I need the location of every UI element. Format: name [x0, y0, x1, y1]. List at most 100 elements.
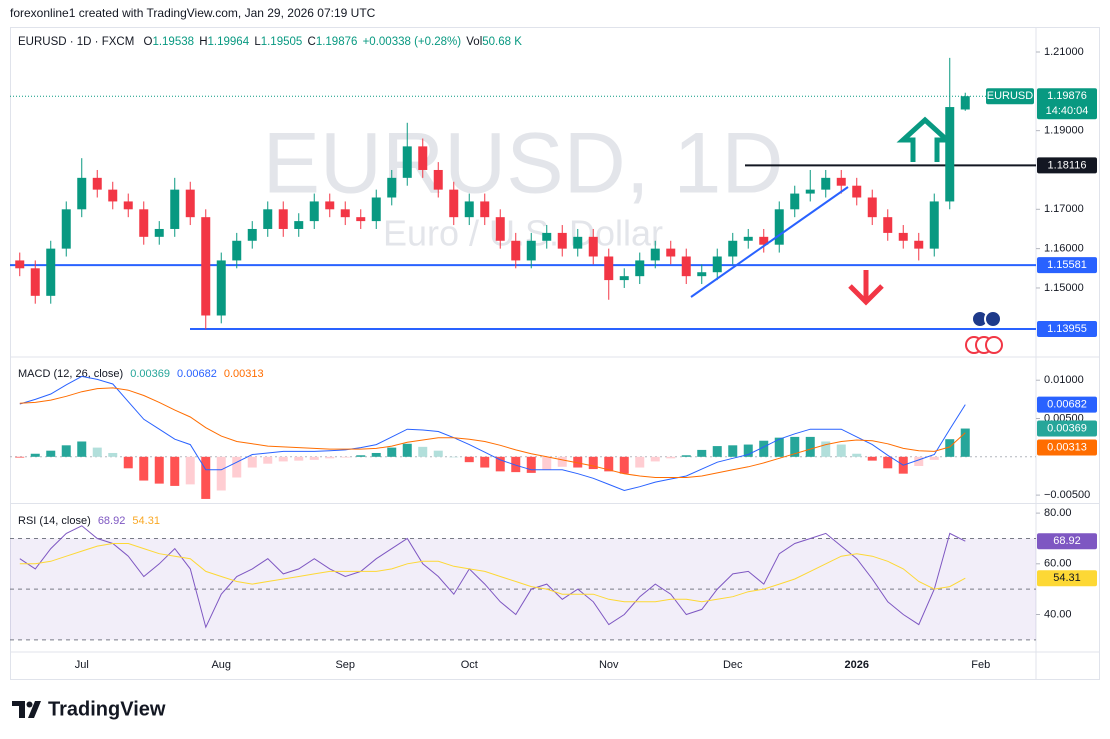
- candle-body: [154, 228, 164, 237]
- candle-body: [588, 236, 598, 257]
- candle-body: [247, 228, 257, 241]
- footer: TradingView: [12, 698, 166, 720]
- histogram-bar: [588, 456, 598, 470]
- trend-line: [690, 186, 849, 298]
- y-tick-label: 40.00: [1044, 608, 1072, 620]
- candle-body: [92, 177, 102, 190]
- x-tick-label: Feb: [971, 659, 990, 671]
- x-tick-label: 2026: [845, 659, 869, 671]
- x-tick-label: Dec: [723, 659, 743, 671]
- indicator-line: [19, 387, 966, 478]
- x-tick-label: Sep: [335, 659, 355, 671]
- close-value: 1.19876: [316, 36, 358, 48]
- candle-body: [139, 209, 149, 237]
- logo: [12, 701, 41, 718]
- candle-body: [867, 197, 877, 218]
- candle-body: [278, 209, 288, 229]
- candle-body: [108, 189, 118, 202]
- legend-value: 0.00682: [177, 368, 217, 380]
- candle-body: [774, 209, 784, 245]
- last-price-bg: [1037, 88, 1097, 120]
- x-tick-label: Jul: [75, 659, 89, 671]
- y-tick-label: 0.01000: [1044, 374, 1084, 386]
- candle-body: [635, 260, 645, 277]
- candle-body: [960, 96, 970, 110]
- symbol: EURUSD · 1D · FXCM: [18, 36, 134, 48]
- histogram-bar: [712, 446, 722, 457]
- open-value: 1.19538: [152, 36, 194, 48]
- histogram-bar: [743, 444, 753, 457]
- candle-body: [387, 177, 397, 198]
- histogram-bar: [449, 456, 459, 458]
- ohlc-label: L: [254, 36, 261, 48]
- histogram-bar: [61, 445, 71, 457]
- x-tick-label: Aug: [211, 659, 231, 671]
- level-label-bg: [1037, 157, 1097, 174]
- chart-frame: [10, 27, 1100, 680]
- candle-body: [371, 197, 381, 222]
- candle-body: [216, 260, 226, 316]
- candle-body: [433, 169, 443, 190]
- level-label-bg: [1037, 321, 1097, 338]
- legend-value: 0.00313: [224, 368, 264, 380]
- rsi-title: RSI (14, close): [18, 515, 91, 527]
- down-arrow: [848, 270, 884, 306]
- histogram-bar: [759, 440, 769, 457]
- histogram-bar: [278, 456, 288, 462]
- watermark: EURUSD, 1D Euro / U.S. Dollar: [263, 116, 784, 254]
- y-tick-label: 1.19000: [1044, 125, 1084, 137]
- brand: TradingView: [48, 698, 166, 720]
- level-label: 1.13955: [1047, 323, 1087, 335]
- candle-body: [263, 209, 273, 229]
- histogram-bar: [867, 456, 877, 461]
- candle-body: [883, 217, 893, 233]
- price-tag-bg: [986, 88, 1034, 105]
- histogram-bar: [418, 446, 428, 457]
- histogram-bar: [139, 456, 149, 481]
- value-tag: 54.31: [1053, 572, 1081, 584]
- value-tag-bg: [1037, 439, 1097, 456]
- value-tag-bg: [1037, 533, 1097, 550]
- histogram-bar: [960, 428, 970, 457]
- histogram-bar: [852, 453, 862, 457]
- candle-body: [728, 240, 738, 257]
- indicator-line: [19, 375, 966, 492]
- candle-body: [449, 189, 459, 218]
- histogram-bar: [526, 456, 536, 473]
- histogram-bar: [495, 456, 505, 472]
- candle-body: [418, 146, 428, 170]
- histogram-bar: [697, 449, 707, 457]
- histogram-bar: [340, 456, 350, 458]
- histogram-bar: [263, 456, 273, 464]
- histogram-bar: [30, 453, 40, 457]
- histogram-bar: [402, 443, 412, 457]
- histogram-bar: [619, 456, 629, 474]
- candle-body: [356, 217, 366, 222]
- histogram-bar: [511, 456, 521, 473]
- histogram-bar: [728, 445, 738, 457]
- y-tick-label: 80.00: [1044, 507, 1072, 519]
- up-arrow: [896, 116, 954, 162]
- value-tag: 0.00313: [1047, 441, 1087, 453]
- indicator-line: [19, 525, 966, 629]
- y-tick-label: 1.16000: [1044, 243, 1084, 255]
- candle-body: [712, 256, 722, 273]
- low-value: 1.19505: [261, 36, 303, 48]
- histogram-bar: [464, 456, 474, 463]
- candle-body: [945, 107, 955, 202]
- candle-body: [15, 260, 25, 269]
- histogram-bar: [216, 456, 226, 491]
- histogram-bar: [666, 456, 676, 459]
- watermark-subtitle: Euro / U.S. Dollar: [383, 213, 663, 254]
- candle-body: [697, 272, 707, 277]
- histogram-bar: [557, 456, 567, 467]
- candle-body: [340, 209, 350, 218]
- histogram-bar: [201, 456, 211, 499]
- candle-body: [61, 209, 71, 249]
- candle-body: [929, 201, 939, 249]
- histogram-bar: [170, 456, 180, 486]
- candle-body: [232, 240, 242, 261]
- histogram-bar: [805, 436, 815, 457]
- candle-body: [604, 256, 614, 281]
- y-tick-label: 1.21000: [1044, 46, 1084, 58]
